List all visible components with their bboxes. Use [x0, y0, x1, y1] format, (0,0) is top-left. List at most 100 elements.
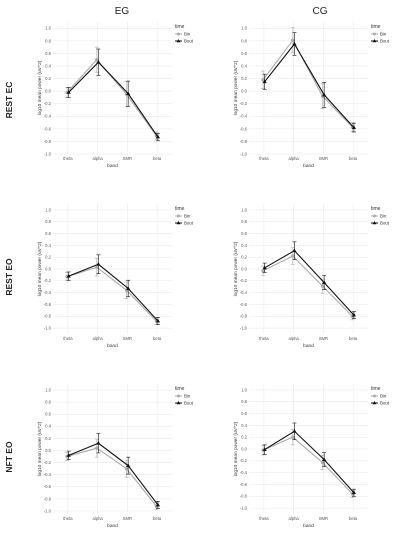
data-point-bout	[155, 502, 161, 507]
y-tick-label: 0.0	[241, 446, 247, 451]
x-tick-label: beta	[153, 156, 162, 161]
x-tick-label: SMR	[319, 336, 328, 341]
data-point-bin	[261, 78, 265, 82]
y-tick-label: 0.4	[241, 63, 247, 68]
legend-key-marker	[372, 221, 377, 225]
y-tick-label: -0.8	[44, 314, 52, 319]
y-tick-label: -0.2	[44, 101, 52, 106]
y-tick-label: -0.2	[44, 460, 52, 465]
y-axis-title: log10 mean power (uV^2)	[233, 421, 239, 476]
legend-label-bout: Bout	[380, 401, 390, 406]
y-tick-label: -1.0	[240, 505, 248, 510]
data-point-bout	[351, 125, 357, 129]
y-tick-label: 0.6	[45, 412, 51, 417]
series-line-bin	[66, 447, 157, 507]
y-tick-label: -0.6	[44, 126, 52, 131]
series-line-bin	[66, 266, 157, 322]
legend-title: time	[175, 24, 185, 30]
data-point-bout	[322, 280, 327, 284]
y-axis-title: log10 mean power (uV^2)	[233, 60, 239, 115]
data-point-bout	[96, 262, 101, 266]
legend-key-marker	[177, 394, 180, 398]
x-tick-label: alpha	[289, 336, 300, 341]
y-tick-label: -0.4	[240, 114, 248, 119]
y-tick-label: 0.0	[241, 89, 247, 94]
data-point-bout	[262, 79, 267, 84]
y-axis-title: log10 mean power (uV^2)	[37, 241, 43, 296]
data-point-bin	[95, 265, 99, 269]
x-tick-label: beta	[153, 336, 162, 341]
legend-key-marker	[373, 32, 376, 36]
y-tick-label: -1.0	[240, 151, 248, 156]
data-point-bin	[320, 460, 325, 465]
data-point-bout	[322, 92, 327, 97]
legend-label-bin: Bin	[184, 32, 191, 37]
y-tick-label: 0.2	[45, 255, 51, 260]
x-tick-label: theta	[259, 156, 269, 161]
legend-label-bout: Bout	[184, 401, 194, 406]
y-tick-label: 0.8	[241, 219, 247, 224]
x-tick-label: theta	[259, 516, 269, 521]
row-label-rest-ec: REST EC	[4, 82, 14, 119]
y-tick-label: 0.4	[45, 424, 51, 429]
y-tick-label: -0.8	[44, 139, 52, 144]
x-tick-label: beta	[349, 336, 358, 341]
y-tick-label: 0.2	[241, 435, 247, 440]
column-title-eg: EG	[115, 6, 130, 17]
legend-label-bin: Bin	[380, 32, 387, 37]
legend-label-bout: Bout	[380, 221, 390, 226]
y-tick-label: 0.2	[45, 76, 51, 81]
y-tick-label: -0.6	[44, 484, 52, 489]
y-tick-label: -0.2	[240, 458, 248, 463]
legend-title: time	[371, 386, 381, 392]
legend-key-marker	[373, 214, 376, 218]
x-axis-title: band	[303, 523, 314, 529]
data-point-bout	[262, 447, 267, 451]
legend-label-bin: Bin	[184, 214, 191, 219]
legend-label-bout: Bout	[184, 39, 194, 44]
legend-key-marker	[373, 394, 376, 398]
panel-5: 1.0 0.8 0.6 0.4 0.2 0.0 -0.2 -0.4 -0.6 -0.8 -1.0 th…	[37, 384, 194, 529]
data-point-bout	[66, 273, 71, 278]
data-point-bin	[291, 38, 295, 42]
legend-label-bin: Bin	[184, 394, 191, 399]
x-tick-label: SMR	[319, 156, 328, 161]
legend-label-bout: Bout	[184, 221, 194, 226]
y-tick-label: 0.2	[241, 76, 247, 81]
y-tick-label: 1.0	[45, 387, 51, 392]
x-axis-title: band	[107, 523, 118, 529]
y-axis-title: log10 mean power (uV^2)	[37, 60, 43, 115]
y-tick-label: -0.4	[240, 290, 248, 295]
series-line-bout	[68, 442, 159, 506]
y-axis-title: log10 mean power (uV^2)	[233, 241, 239, 296]
y-tick-label: 0.8	[241, 399, 247, 404]
y-axis-title: log10 mean power (uV^2)	[37, 421, 43, 476]
y-tick-label: 0.6	[45, 231, 51, 236]
y-tick-label: -0.8	[240, 314, 248, 319]
x-tick-label: SMR	[123, 336, 132, 341]
x-tick-label: alpha	[93, 156, 104, 161]
column-title-cg: CG	[313, 6, 328, 17]
x-tick-label: theta	[63, 516, 73, 521]
y-tick-label: 1.0	[45, 26, 51, 31]
y-tick-label: -0.2	[240, 101, 248, 106]
data-point-bout	[322, 457, 327, 462]
x-axis-title: band	[107, 163, 118, 169]
legend-key-marker	[372, 39, 377, 43]
data-point-bin	[291, 254, 295, 258]
y-tick-label: -1.0	[240, 325, 248, 330]
y-tick-label: 0.2	[241, 255, 247, 260]
x-tick-label: beta	[349, 156, 358, 161]
data-point-bout	[292, 429, 297, 433]
x-axis-title: band	[303, 163, 314, 169]
data-point-bin	[320, 284, 325, 288]
y-tick-label: -0.4	[44, 114, 52, 119]
x-tick-label: beta	[349, 516, 358, 521]
y-tick-label: 0.4	[241, 423, 247, 428]
x-tick-label: theta	[259, 336, 269, 341]
y-tick-label: 0.8	[241, 38, 247, 43]
y-tick-label: -0.6	[240, 126, 248, 131]
y-tick-label: 1.0	[241, 26, 247, 31]
x-tick-label: alpha	[93, 336, 104, 341]
series-line-bout	[68, 263, 159, 322]
